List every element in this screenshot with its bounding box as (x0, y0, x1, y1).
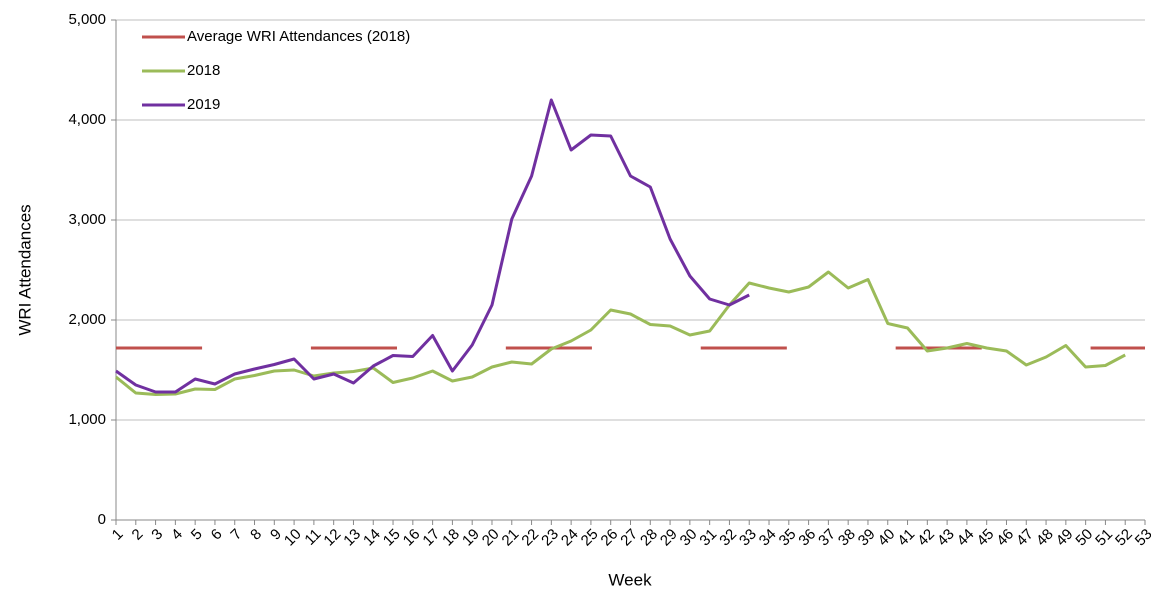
y-axis-title: WRI Attendances (15, 204, 34, 335)
x-tick-label: 9 (267, 526, 285, 544)
x-axis-title: Week (608, 570, 652, 589)
legend-label: 2019 (187, 96, 220, 113)
x-tick-label: 1 (109, 526, 127, 544)
y-tick-label: 2,000 (68, 311, 106, 328)
x-tick-label: 6 (208, 526, 226, 544)
legend-label: 2018 (187, 62, 220, 79)
y-tick-label: 3,000 (68, 211, 106, 228)
y-tick-label: 0 (98, 511, 106, 528)
x-tick-label: 2 (129, 526, 147, 544)
x-tick-label: 7 (227, 526, 245, 544)
series-line (115, 270, 1126, 396)
legend-label: Average WRI Attendances (2018) (187, 28, 410, 45)
x-tick-label: 53 (1132, 526, 1151, 550)
x-tick-label: 8 (247, 526, 265, 544)
x-tick-label: 5 (188, 526, 206, 544)
series-line (115, 98, 750, 394)
y-tick-label: 1,000 (68, 411, 106, 428)
x-tick-label: 4 (168, 526, 186, 544)
x-tick-label: 3 (148, 526, 166, 544)
y-tick-label: 4,000 (68, 111, 106, 128)
y-tick-label: 5,000 (68, 11, 106, 28)
